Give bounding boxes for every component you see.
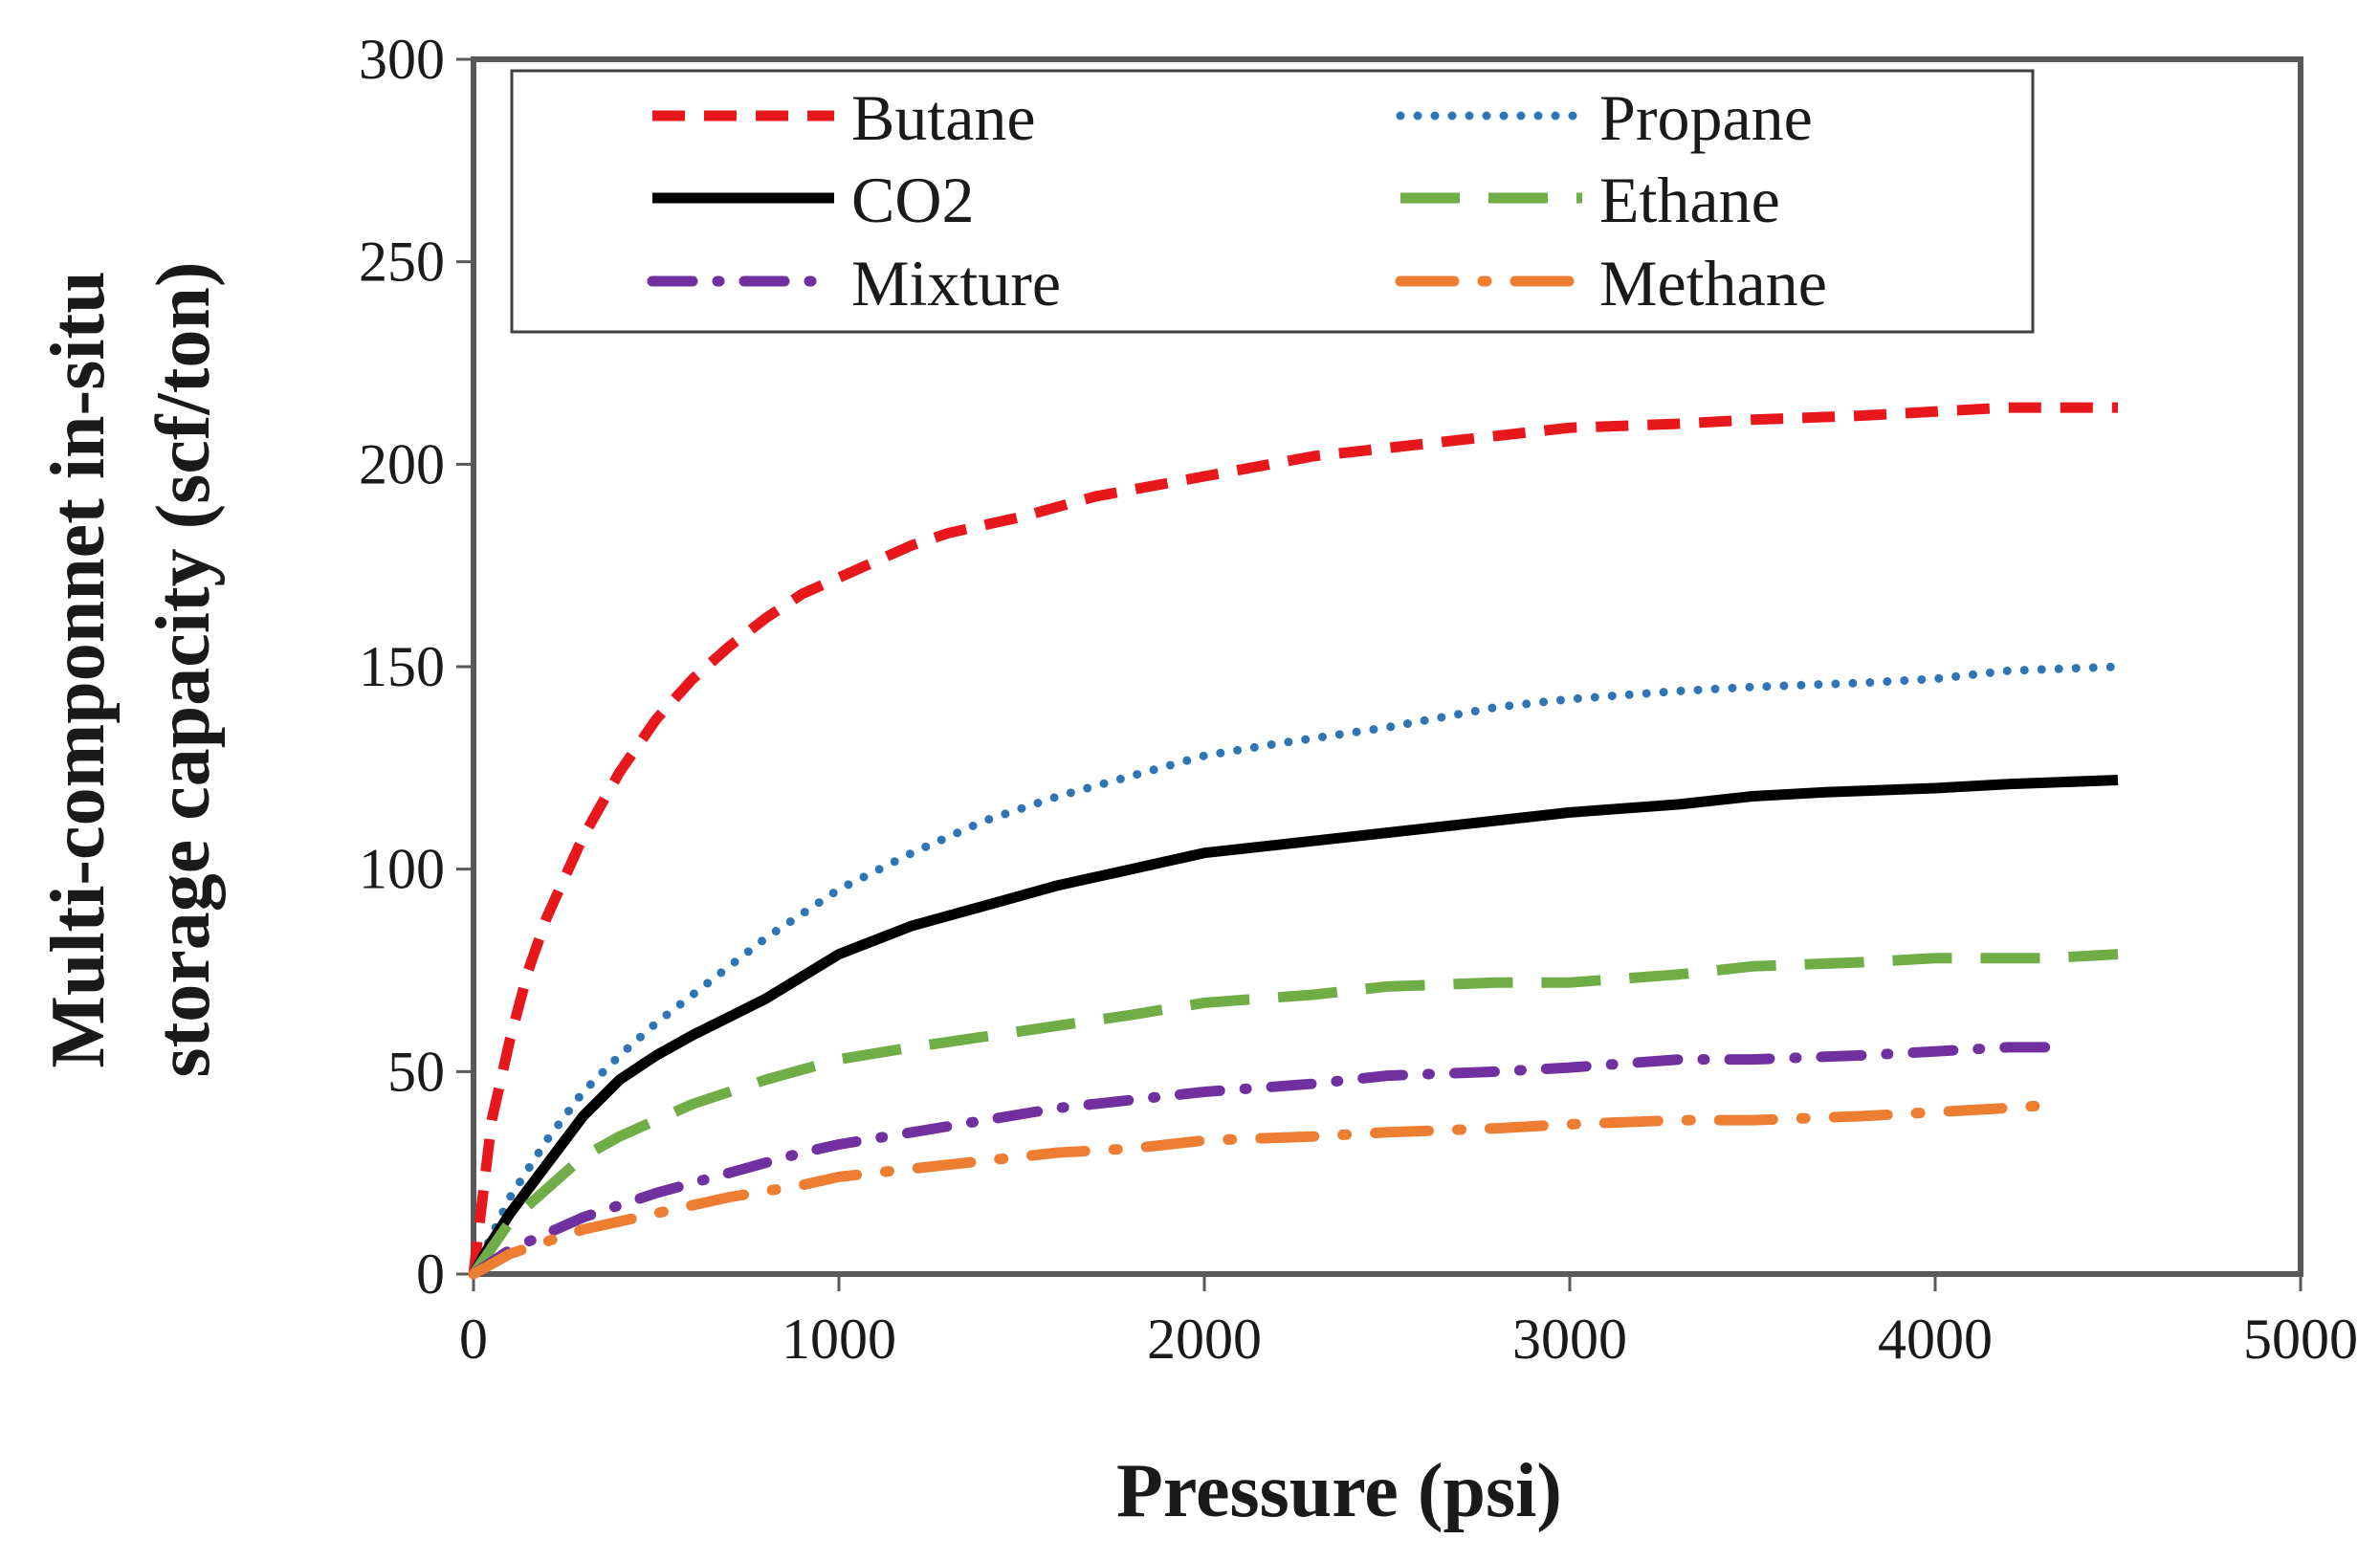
x-axis-title: Pressure (psi) (1116, 1449, 1562, 1533)
x-tick-label: 4000 (1878, 1308, 1993, 1371)
x-tick-label: 1000 (782, 1308, 896, 1371)
series-line-co2 (469, 775, 2119, 1277)
legend: Butane Propane CO2 Ethane Mixture Methane (510, 69, 2035, 334)
x-tick-label: 3000 (1512, 1308, 1627, 1371)
y-axis-title-line-1: Multi-componnet in-situ (36, 271, 121, 1067)
series-line-methane (468, 1098, 2069, 1280)
y-tick-label: 300 (359, 28, 445, 91)
x-tick-label: 5000 (2243, 1308, 2358, 1371)
y-tick-label: 0 (416, 1242, 445, 1306)
series-line-propane (469, 662, 2123, 1279)
y-tick-label: 150 (359, 635, 445, 698)
y-tick-label: 50 (387, 1040, 445, 1103)
x-axis-ticks: 0 1000 2000 3000 4000 5000 (459, 1274, 2358, 1371)
series-line-mixture (468, 1042, 2069, 1280)
legend-label-mixture: Mixture (851, 247, 1061, 319)
x-tick-label: 2000 (1147, 1308, 1262, 1371)
y-tick-label: 100 (359, 838, 445, 901)
legend-label-co2: CO2 (851, 164, 974, 236)
legend-label-ethane: Ethane (1599, 164, 1780, 236)
y-axis-title-line-2: storage capacity (scf/ton) (142, 261, 226, 1077)
legend-label-propane: Propane (1599, 81, 1813, 154)
legend-label-butane: Butane (851, 81, 1036, 154)
y-tick-label: 200 (359, 432, 445, 495)
y-tick-label: 250 (359, 231, 445, 294)
y-axis-ticks: 0 50 100 150 200 250 300 (359, 28, 474, 1306)
series-line-butane (468, 402, 2118, 1275)
series-line-ethane (469, 949, 2119, 1278)
x-tick-label: 0 (459, 1308, 488, 1371)
series-layer (468, 402, 2123, 1280)
legend-label-methane: Methane (1599, 247, 1827, 319)
